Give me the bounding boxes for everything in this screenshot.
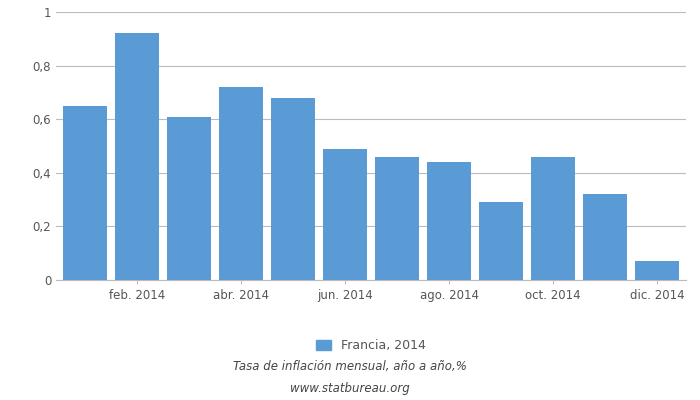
Text: Tasa de inflación mensual, año a año,%: Tasa de inflación mensual, año a año,% <box>233 360 467 373</box>
Bar <box>635 261 680 280</box>
Bar <box>167 116 211 280</box>
Bar <box>583 194 627 280</box>
Bar <box>218 87 263 280</box>
Bar <box>62 106 107 280</box>
Bar <box>323 149 367 280</box>
Bar <box>531 157 575 280</box>
Bar <box>427 162 471 280</box>
Legend: Francia, 2014: Francia, 2014 <box>311 334 431 358</box>
Bar <box>271 98 315 280</box>
Bar <box>115 34 159 280</box>
Bar <box>479 202 524 280</box>
Text: www.statbureau.org: www.statbureau.org <box>290 382 410 395</box>
Bar <box>375 157 419 280</box>
